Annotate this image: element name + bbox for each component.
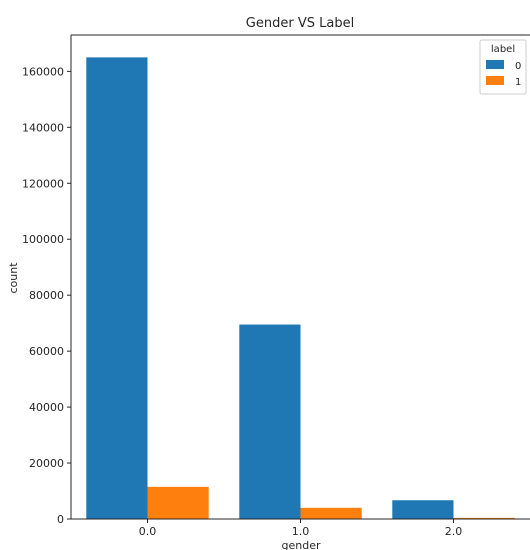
x-tick-label: 2.0 [445,525,463,538]
y-tick-label: 60000 [29,345,64,358]
bar-label0-gender1.0 [239,324,301,519]
chart-title: Gender VS Label [246,16,354,31]
bar-label0-gender0.0 [86,57,148,520]
y-axis: 0 20000 40000 60000 80000 100000 120000 140000 1… [22,35,72,526]
x-tick-label: 1.0 [292,525,310,538]
x-tick-label: 0.0 [139,525,157,538]
y-tick-label: 20000 [29,457,64,470]
y-tick-label: 0 [57,513,64,526]
y-tick-label: 40000 [29,401,64,414]
y-tick-label: 120000 [22,177,64,190]
bar-label0-gender2.0 [392,500,454,519]
y-tick-label: 160000 [22,65,64,78]
y-tick-label: 80000 [29,289,64,302]
bar-label1-gender0.0 [147,486,209,519]
y-tick-label: 100000 [22,233,64,246]
legend-label-1: 1 [515,77,521,88]
y-axis-label: count [7,262,20,294]
legend-title: label [491,44,515,55]
plot-area [71,34,530,520]
x-axis: 0.0 1.0 2.0 [71,518,530,538]
y-tick-label: 140000 [22,121,64,134]
bar-label1-gender2.0 [453,517,515,519]
legend-swatch-1 [486,76,504,85]
legend: label 0 1 [479,39,527,95]
x-axis-label: gender [282,539,321,550]
legend-swatch-0 [486,60,504,69]
legend-label-0: 0 [515,61,521,72]
bar-label1-gender1.0 [300,507,362,519]
